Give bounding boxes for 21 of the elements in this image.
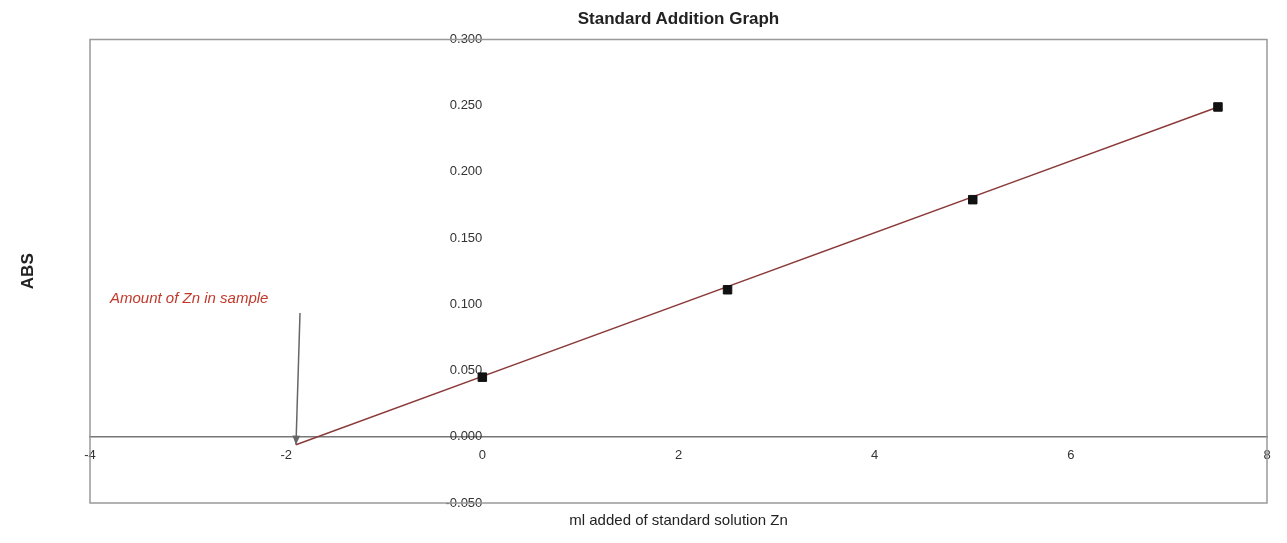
x-tick-label: 8 xyxy=(1263,447,1271,463)
y-tick-label: 0.050 xyxy=(449,362,483,378)
point xyxy=(722,285,733,295)
x-tick-label: -4 xyxy=(84,447,96,463)
point xyxy=(477,372,488,382)
annotation: Amount of Zn in sample xyxy=(109,288,269,306)
point xyxy=(1213,102,1223,112)
y-tick-label: 0.150 xyxy=(449,229,483,245)
x-tick-label: -2 xyxy=(280,447,292,463)
chart-title: Standard Addition Graph xyxy=(577,8,780,28)
y-axis-title: ABS xyxy=(18,253,38,290)
y-tick-label: 0.250 xyxy=(449,97,483,113)
y-tick-label: 0.200 xyxy=(449,163,483,179)
y-tick-label: -0.050 xyxy=(445,494,483,510)
point xyxy=(968,194,978,205)
y-tick-label: 0.100 xyxy=(449,295,483,311)
x-tick-label: 4 xyxy=(871,447,879,463)
x-axis-title: ml added of standard solution Zn xyxy=(569,510,788,528)
x-tick-label: 6 xyxy=(1067,447,1075,463)
x-tick-label: 0 xyxy=(478,447,486,463)
x-tick-label: 2 xyxy=(674,447,683,463)
